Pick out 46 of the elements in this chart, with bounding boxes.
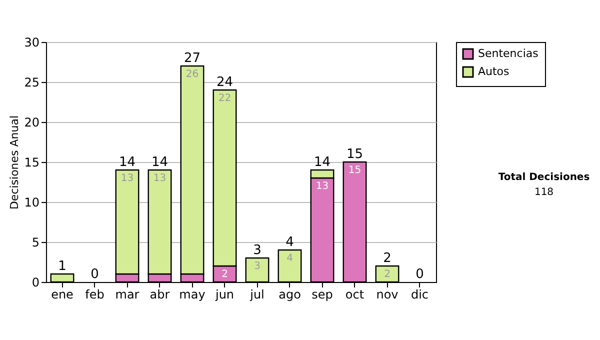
data-label: 3: [254, 261, 260, 272]
x-tick-label: ene: [51, 288, 74, 302]
x-tick-label: nov: [376, 288, 398, 302]
text: 118: [533, 187, 555, 198]
x-tick-label: ago: [278, 288, 301, 302]
x-tick-label: may: [179, 288, 206, 302]
y-tick-label: 10: [24, 196, 40, 210]
total-label: 4: [286, 235, 294, 250]
total-label: 24: [216, 75, 234, 90]
total-label: 3: [253, 243, 262, 258]
y-tick-label: 5: [32, 236, 40, 250]
data-label: 2: [384, 269, 390, 280]
y-tick-label: 30: [24, 36, 40, 50]
y-tick-label: 25: [24, 76, 40, 90]
data-label: 15: [348, 165, 362, 176]
x-tick-label: feb: [85, 288, 104, 302]
x-tick-label: jun: [214, 288, 234, 302]
data-label: 26: [186, 69, 199, 80]
x-tick-label: dic: [410, 288, 429, 302]
legend-label: Sentencias: [478, 47, 539, 60]
x-tick-label: oct: [345, 288, 364, 302]
x-tick-label: jul: [249, 288, 264, 302]
total-label: 1: [58, 259, 66, 274]
text: Total Decisiones: [497, 172, 591, 183]
data-label: 13: [316, 181, 329, 192]
data-label: 2: [222, 269, 228, 280]
total-label: 15: [346, 147, 364, 162]
data-label: 13: [153, 173, 166, 184]
total-label: 0: [416, 267, 424, 282]
total-label: 14: [314, 155, 331, 170]
total-label: 27: [184, 51, 201, 66]
total-label: 14: [118, 155, 136, 170]
data-label: 13: [120, 173, 134, 184]
total-label: 2: [383, 251, 392, 266]
y-tick-label: 0: [32, 276, 40, 290]
data-label: 4: [286, 253, 293, 264]
x-tick-label: mar: [115, 288, 140, 302]
y-tick-label: 20: [24, 116, 40, 130]
y-tick-label: 15: [24, 156, 40, 170]
total-label: 0: [90, 267, 99, 282]
total-label: 14: [151, 155, 168, 170]
data-label: 22: [218, 93, 232, 104]
y-axis-title: Decisiones Anual: [8, 115, 22, 210]
x-tick-label: abr: [150, 288, 170, 302]
x-tick-label: sep: [312, 288, 333, 302]
legend-label: Autos: [478, 65, 510, 78]
